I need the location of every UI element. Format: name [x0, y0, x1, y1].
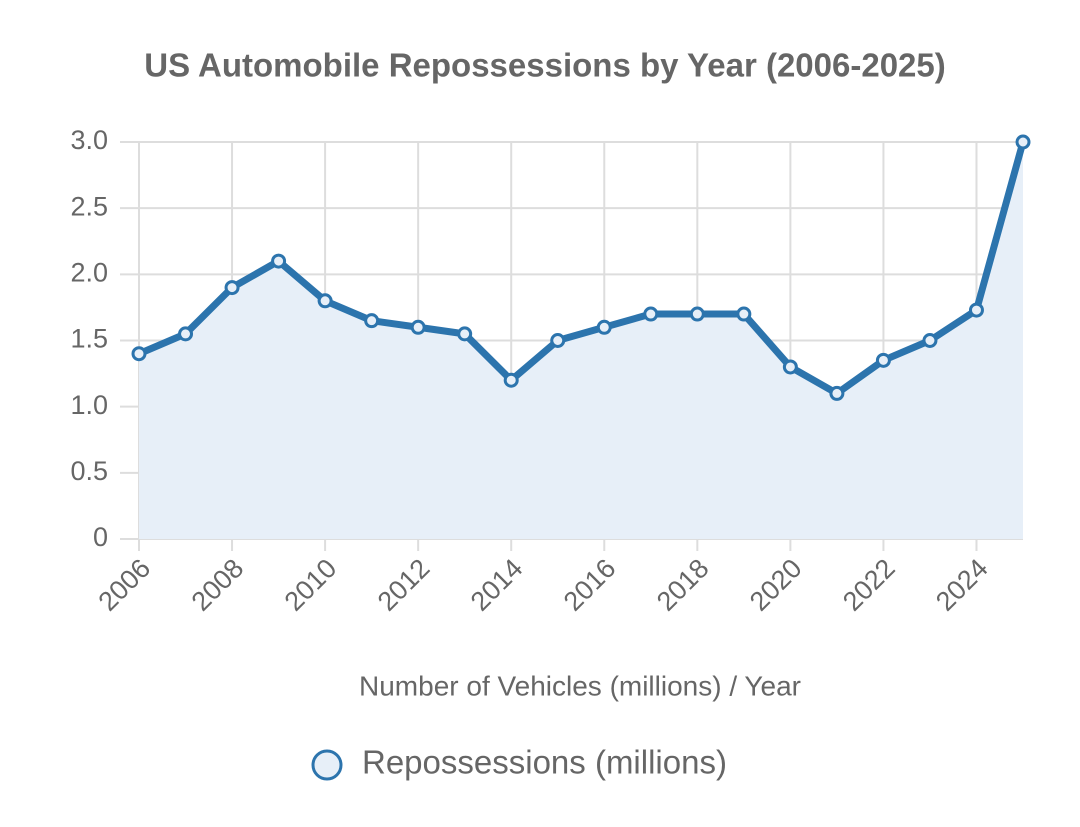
- y-tick-label: 0: [93, 522, 108, 552]
- x-tick-label: 2008: [186, 553, 250, 617]
- x-tick-label: 2024: [930, 553, 994, 617]
- y-tick-label: 2.5: [70, 191, 108, 221]
- x-tick-label: 2018: [651, 553, 715, 617]
- point: [968, 302, 984, 318]
- point: [178, 326, 194, 342]
- point: [643, 306, 659, 322]
- y-tick-label: 0.5: [70, 456, 108, 486]
- point: [503, 372, 519, 388]
- x-tick-label: 2022: [837, 553, 901, 617]
- y-tick-label: 2.0: [70, 257, 108, 287]
- point: [271, 253, 287, 269]
- legend-marker: [311, 749, 343, 781]
- chart-title: US Automobile Repossessions by Year (200…: [144, 47, 946, 84]
- point: [1015, 134, 1031, 150]
- point: [457, 326, 473, 342]
- point: [364, 313, 380, 329]
- point: [224, 280, 240, 296]
- y-tick-label: 1.5: [70, 324, 108, 354]
- point: [689, 306, 705, 322]
- legend-label: Repossessions (millions): [362, 744, 727, 781]
- point: [550, 333, 566, 348]
- point: [131, 346, 147, 362]
- point: [317, 293, 333, 309]
- point: [922, 333, 938, 348]
- point: [410, 319, 426, 335]
- x-tick-label: 2020: [744, 553, 808, 617]
- y-tick-label: 1.0: [70, 390, 108, 420]
- y-tick-label: 3.0: [70, 125, 108, 155]
- point: [875, 352, 891, 368]
- point: [736, 306, 752, 322]
- x-tick-label: 2010: [279, 553, 343, 617]
- area: [139, 142, 1023, 539]
- point: [782, 359, 798, 375]
- point: [596, 319, 612, 335]
- x-tick-label: 2016: [558, 553, 622, 617]
- x-tick-label: 2006: [93, 553, 157, 617]
- x-tick-label: 2014: [465, 553, 529, 617]
- point: [829, 385, 845, 401]
- line: [137, 141, 1027, 397]
- x-axis-title: Number of Vehicles (millions) / Year: [359, 670, 801, 701]
- x-tick-label: 2012: [372, 553, 436, 617]
